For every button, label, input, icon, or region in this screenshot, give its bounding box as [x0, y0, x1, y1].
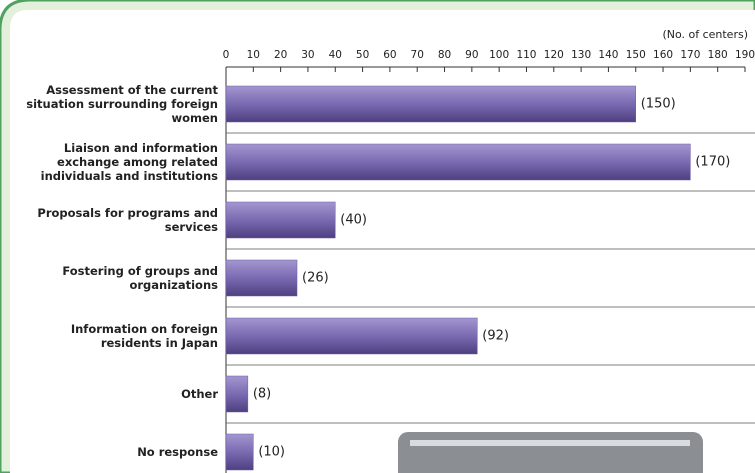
value-label: (40) [340, 213, 367, 228]
category-label: Proposals for programs and services [37, 206, 218, 234]
x-tick-label: 170 [680, 49, 700, 61]
x-tick-label: 90 [465, 49, 478, 61]
inner-panel [10, 10, 755, 473]
x-tick-label: 40 [329, 49, 342, 61]
x-tick-label: 150 [626, 49, 646, 61]
value-label: (8) [253, 387, 271, 402]
x-tick-label: 80 [438, 49, 451, 61]
x-tick-label: 0 [223, 49, 230, 61]
x-tick-label: 50 [356, 49, 369, 61]
x-tick-label: 70 [411, 49, 424, 61]
value-label: (150) [641, 97, 676, 112]
x-tick-label: 140 [598, 49, 618, 61]
photo-light [410, 440, 690, 446]
x-axis-label: (No. of centers) [662, 28, 748, 41]
x-tick-label: 160 [653, 49, 673, 61]
category-label: Assessment of the current situation surr… [26, 83, 218, 125]
bar [225, 317, 478, 355]
value-label: (26) [302, 271, 329, 286]
value-label: (92) [482, 329, 509, 344]
bar [225, 259, 298, 297]
x-tick-label: 100 [489, 49, 509, 61]
category-label: No response [137, 445, 218, 459]
x-tick-label: 190 [735, 49, 755, 61]
bar [225, 375, 249, 413]
x-tick-label: 60 [383, 49, 396, 61]
bar [225, 143, 691, 181]
x-tick-label: 110 [516, 49, 536, 61]
category-label: Liaison and information exchange among r… [40, 141, 218, 183]
x-tick-label: 10 [247, 49, 260, 61]
category-label: Other [181, 387, 218, 401]
x-tick-label: 130 [571, 49, 591, 61]
x-tick-label: 180 [708, 49, 728, 61]
bar [225, 85, 636, 123]
x-tick-label: 20 [274, 49, 287, 61]
bar [225, 201, 336, 239]
category-label: Information on foreign residents in Japa… [70, 322, 218, 350]
category-label: Fostering of groups and organizations [62, 264, 218, 292]
x-tick-label: 30 [301, 49, 314, 61]
value-label: (10) [258, 445, 285, 460]
value-label: (170) [695, 155, 730, 170]
photo [398, 432, 703, 473]
x-tick-label: 120 [544, 49, 564, 61]
bar [225, 433, 254, 471]
